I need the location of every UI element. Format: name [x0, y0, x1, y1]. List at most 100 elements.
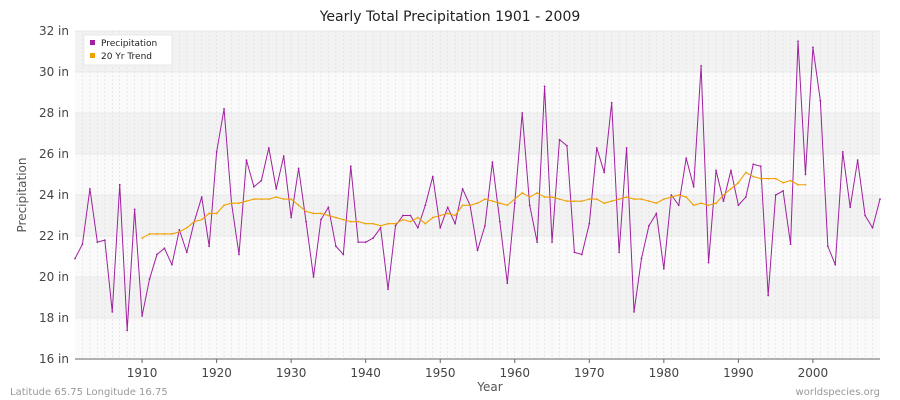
20-yr-trend-point: [402, 218, 404, 221]
20-yr-trend-point: [797, 183, 799, 186]
20-yr-trend-point: [580, 200, 583, 203]
precipitation-point: [633, 310, 635, 313]
precipitation-point: [446, 206, 449, 209]
precipitation-point: [543, 85, 546, 88]
x-tick-label: 1980: [649, 366, 680, 380]
20-yr-trend-point: [439, 214, 442, 217]
20-yr-trend-point: [558, 198, 561, 201]
y-axis-label: Precipitation: [15, 157, 29, 232]
precipitation-point: [312, 276, 315, 278]
x-tick-label: 1970: [574, 366, 605, 380]
precipitation-point: [364, 241, 367, 244]
precipitation-point: [513, 202, 516, 205]
precipitation-point: [566, 144, 568, 147]
20-yr-trend-point: [722, 194, 725, 196]
precipitation-point: [573, 251, 576, 254]
x-tick-label: 1940: [350, 366, 381, 380]
20-yr-trend-point: [364, 222, 367, 225]
20-yr-trend-point: [595, 198, 598, 201]
footer-source: worldspecies.org: [796, 387, 880, 398]
precipitation-point: [625, 146, 628, 149]
20-yr-trend-point: [290, 198, 293, 201]
20-yr-trend-point: [640, 198, 643, 201]
precipitation-point: [707, 261, 710, 264]
x-tick-label: 1960: [499, 366, 530, 380]
legend-precipitation-marker: [90, 40, 95, 45]
precipitation-point: [655, 212, 658, 215]
20-yr-trend-point: [297, 204, 300, 207]
precipitation-point: [215, 151, 218, 153]
precipitation-point: [871, 226, 874, 229]
20-yr-trend-point: [625, 196, 628, 198]
20-yr-trend-point: [208, 212, 211, 215]
20-yr-trend-point: [692, 204, 695, 207]
precipitation-point: [103, 239, 106, 242]
x-tick-label: 2000: [798, 366, 829, 380]
precipitation-point: [185, 251, 188, 254]
precipitation-point: [603, 171, 606, 174]
legend-trend-marker: [90, 53, 95, 58]
precipitation-point: [774, 194, 777, 196]
20-yr-trend-point: [782, 181, 784, 184]
precipitation-point: [178, 228, 181, 231]
20-yr-trend-point: [707, 204, 710, 207]
y-tick-label: 24 in: [39, 188, 69, 202]
x-tick-label: 1990: [723, 366, 754, 380]
20-yr-trend-point: [387, 222, 389, 225]
20-yr-trend-point: [394, 222, 397, 225]
20-yr-trend-point: [543, 196, 546, 198]
20-yr-trend-point: [163, 233, 166, 235]
20-yr-trend-point: [662, 198, 665, 201]
20-yr-trend-point: [275, 196, 278, 198]
precipitation-point: [402, 214, 404, 217]
20-yr-trend-point: [334, 216, 337, 219]
precipitation-point: [252, 185, 255, 188]
precipitation-point: [394, 224, 397, 227]
precipitation-point: [461, 187, 464, 190]
20-yr-trend-point: [737, 181, 740, 184]
y-tick-label: 30 in: [39, 65, 69, 79]
y-tick-label: 22 in: [39, 229, 69, 243]
precipitation-point: [610, 101, 613, 104]
20-yr-trend-point: [379, 224, 382, 227]
precipitation-point: [290, 216, 293, 219]
20-yr-trend-point: [305, 210, 307, 213]
legend: Precipitation 20 Yr Trend: [83, 34, 173, 66]
y-tick-label: 20 in: [39, 270, 69, 284]
20-yr-trend-point: [349, 220, 352, 223]
precipitation-point: [506, 282, 509, 285]
precipitation-point: [387, 288, 389, 291]
20-yr-trend-line: [141, 171, 806, 239]
20-yr-trend-point: [752, 175, 755, 178]
precipitation-point: [148, 278, 151, 280]
20-yr-trend-point: [566, 200, 568, 203]
precipitation-point: [737, 204, 740, 207]
precipitation-point: [744, 196, 747, 198]
20-yr-trend-point: [633, 198, 635, 201]
precipitation-point: [767, 294, 770, 297]
20-yr-trend-point: [789, 179, 792, 182]
20-yr-trend-point: [148, 233, 151, 235]
precipitation-point: [141, 315, 143, 317]
20-yr-trend-point: [491, 200, 494, 203]
20-yr-trend-point: [521, 192, 524, 194]
20-yr-trend-point: [498, 202, 501, 205]
series-layer: [74, 40, 881, 332]
y-tick-label: 32 in: [39, 24, 69, 38]
precipitation-point: [118, 183, 121, 186]
20-yr-trend-point: [200, 218, 203, 221]
20-yr-trend-point: [685, 196, 688, 198]
precipitation-point: [640, 257, 643, 260]
precipitation-point: [416, 226, 419, 229]
20-yr-trend-point: [230, 202, 233, 205]
x-tick-label: 1930: [276, 366, 307, 380]
20-yr-trend-point: [759, 177, 762, 180]
20-yr-trend-point: [424, 222, 427, 225]
precipitation-point: [797, 40, 799, 43]
precipitation-point: [275, 187, 278, 190]
20-yr-trend-point: [655, 202, 658, 205]
precipitation-point: [89, 187, 91, 190]
precipitation-point: [491, 161, 494, 164]
precipitation-point: [126, 329, 129, 332]
